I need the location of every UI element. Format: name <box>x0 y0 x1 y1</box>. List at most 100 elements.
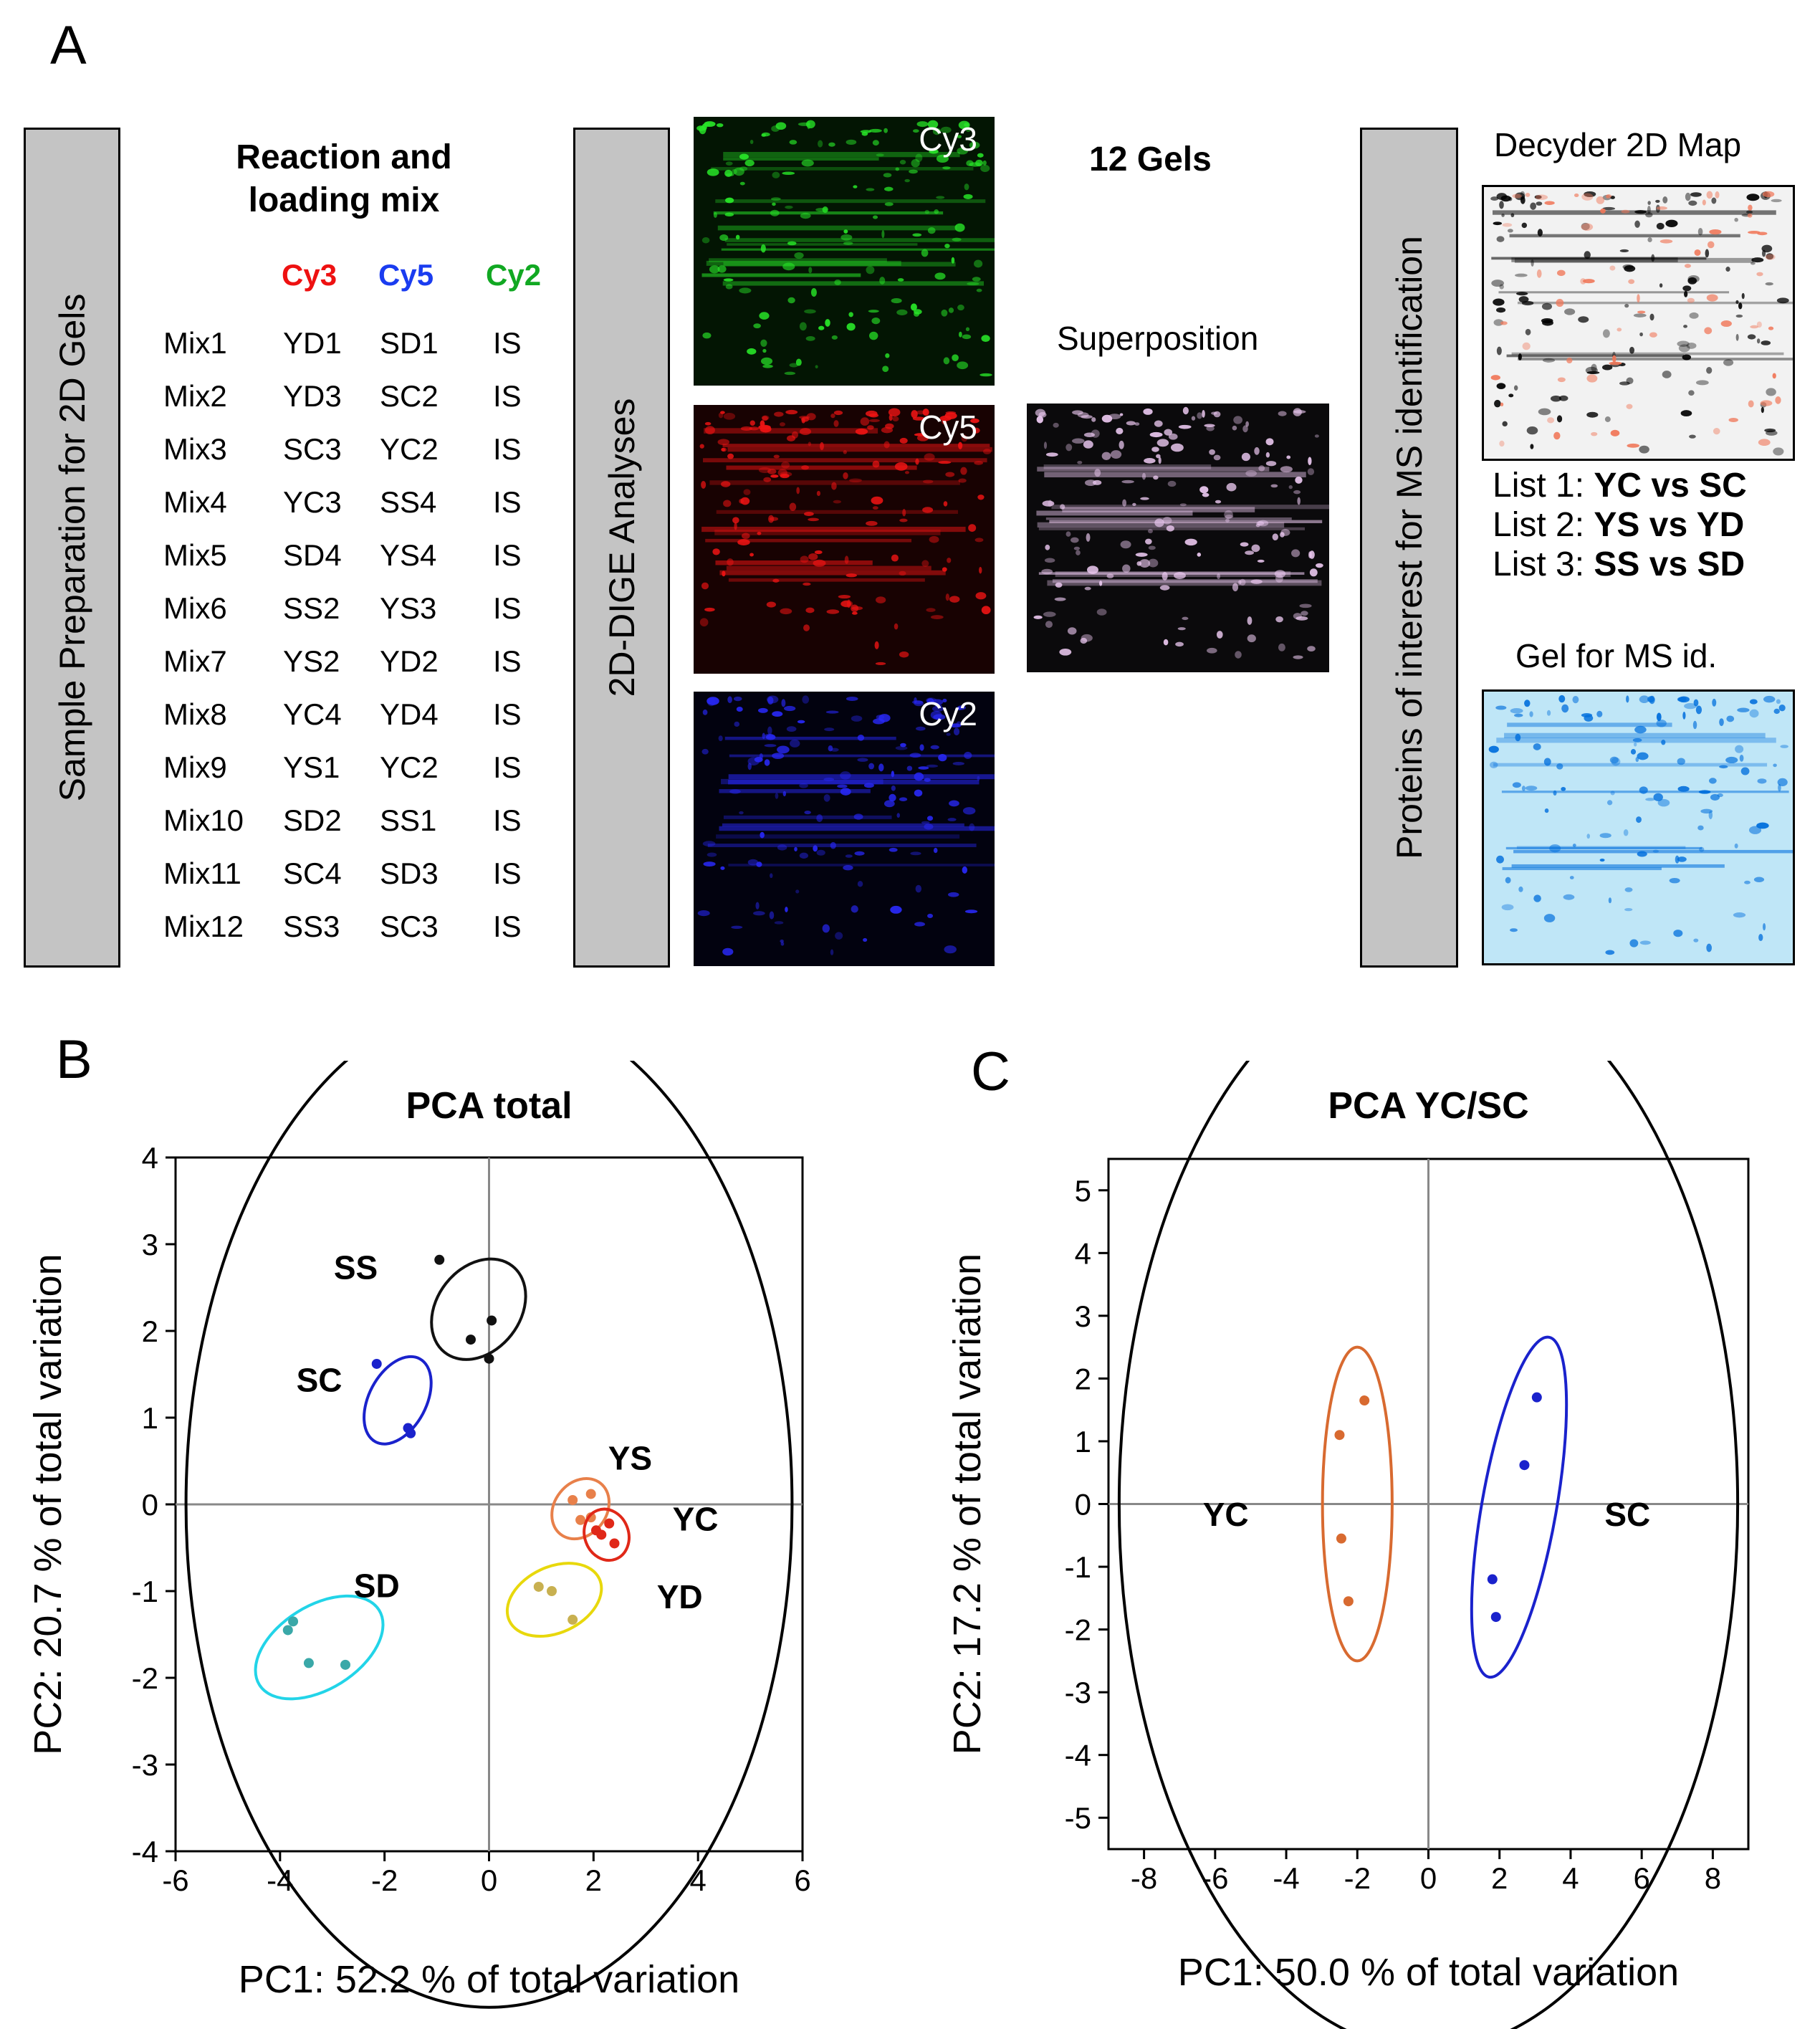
gel-spot <box>952 762 964 765</box>
gel-spot <box>1211 411 1217 415</box>
mix-cell-cy5: SD3 <box>380 856 439 890</box>
gel-spot <box>897 278 904 282</box>
gel-spot <box>1624 887 1633 892</box>
gel-streak <box>1513 849 1799 854</box>
gel-spot <box>1502 421 1508 427</box>
gel-spot <box>840 771 851 780</box>
gel-spot <box>881 230 885 239</box>
gel-spot <box>707 852 717 857</box>
gel-spot <box>823 794 830 802</box>
gel-spot <box>780 608 792 615</box>
gel-spot <box>926 608 936 612</box>
gel-spot <box>863 937 868 942</box>
gel-spot <box>770 873 773 879</box>
gel-spot <box>733 696 742 702</box>
gel-streak <box>1517 301 1802 305</box>
gel-spot <box>723 278 734 282</box>
y-tick-label: -3 <box>132 1748 158 1782</box>
gel-spot <box>719 234 729 242</box>
gel-spot <box>799 322 807 331</box>
gel-spot <box>806 413 816 421</box>
gel-spot <box>878 763 884 772</box>
gel-spot <box>1247 634 1256 643</box>
gel-spot <box>868 128 882 133</box>
gel-spot <box>1656 719 1667 727</box>
gel-streak <box>704 428 878 434</box>
gel-spot <box>808 517 819 522</box>
gel-spot <box>1096 608 1107 616</box>
gel-spot <box>914 697 917 704</box>
gel-spot <box>1581 223 1594 231</box>
pca-yc-sc-chart: -8 -6 -4 -2 0 2 4 6 8 -5 -4 -3 -2 -1 0 1 2 3 4 5 PCA YC/SC PC… <box>946 1061 1750 2029</box>
gel-spot <box>1719 718 1724 727</box>
gel-spot <box>1569 876 1574 879</box>
gel-spot <box>769 911 775 920</box>
gel-spot <box>1693 699 1699 707</box>
gel-spot <box>1596 710 1603 717</box>
x-tick-label: 2 <box>585 1863 602 1897</box>
gel-spot <box>704 421 712 426</box>
group-label-ys: YS <box>608 1440 652 1477</box>
gel-spot <box>1178 424 1192 429</box>
gel-spot <box>1747 213 1753 218</box>
gel-spot <box>794 846 798 851</box>
gel-spot <box>884 202 894 206</box>
gel-streak <box>706 260 901 266</box>
gel-spot <box>1621 209 1630 214</box>
gel-streak <box>1493 763 1768 767</box>
correlation-circle <box>1118 1061 1739 2029</box>
gel-spot <box>948 307 954 313</box>
gel-spot <box>1167 480 1177 487</box>
gel-spot <box>1490 375 1500 381</box>
gel-spot <box>720 866 725 870</box>
gel-spot <box>1645 212 1653 218</box>
gel-spot <box>1572 844 1576 847</box>
mix-cell-cy2: IS <box>493 750 522 784</box>
data-point-ss <box>465 1335 476 1345</box>
gel-spot <box>952 354 959 361</box>
gel-spot <box>743 489 751 495</box>
gel-streak <box>723 815 892 819</box>
gel-spot <box>1684 264 1692 268</box>
gel-spot <box>724 212 734 217</box>
gel-spot <box>785 907 788 912</box>
x-tick-label: 8 <box>1705 1861 1721 1895</box>
gel-spot <box>1584 251 1591 259</box>
gel-spot <box>964 751 972 760</box>
gel-spot <box>953 727 960 736</box>
gel-spot <box>739 287 752 294</box>
data-point-sd <box>303 1658 314 1668</box>
gel-spot <box>765 734 776 740</box>
gel-spot <box>770 197 781 201</box>
gel-spot <box>1163 639 1169 646</box>
gel-spot <box>1247 616 1253 625</box>
data-point-sc <box>1490 1612 1501 1623</box>
gel-spot <box>1042 500 1055 507</box>
gel-spot <box>926 697 937 703</box>
gel-spot <box>1761 340 1771 345</box>
gel-spot <box>906 765 913 771</box>
gel-spot <box>1647 205 1651 214</box>
gel-spot <box>962 334 972 340</box>
gel-spot <box>794 252 804 259</box>
gel-spot <box>927 913 934 918</box>
gel-spot <box>912 129 919 133</box>
group-label-sd: SD <box>354 1567 400 1604</box>
gel-streak <box>719 789 871 793</box>
gel-spot <box>1295 476 1303 484</box>
gel-spot <box>1628 279 1635 285</box>
gel-spot <box>804 811 811 815</box>
y-tick-label: -4 <box>1065 1739 1091 1772</box>
gel-spot <box>934 272 946 280</box>
gel-spot <box>943 501 948 507</box>
gel-spot <box>931 699 944 705</box>
gel-streak <box>707 844 977 848</box>
mix-cell-cy3: SD2 <box>283 803 342 837</box>
gel-spot <box>1515 733 1521 742</box>
gel-spot <box>968 524 977 532</box>
gel-spot <box>1686 342 1697 349</box>
gel-spot <box>697 910 710 917</box>
gel-spot <box>846 139 857 145</box>
gel-spot <box>941 309 948 317</box>
gel-spot <box>755 902 760 910</box>
